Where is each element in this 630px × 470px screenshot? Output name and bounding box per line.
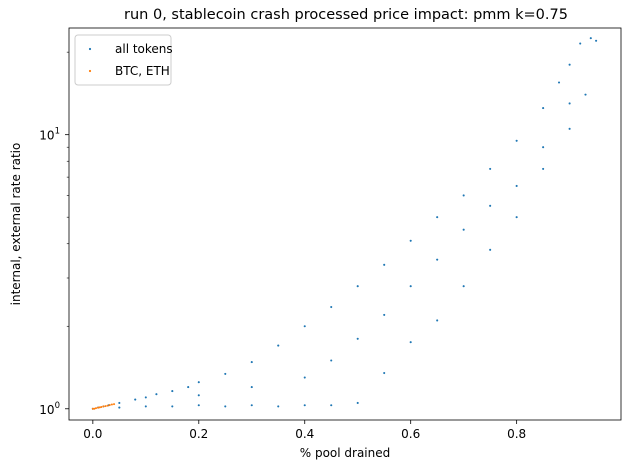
point-s1-3: [97, 406, 100, 409]
point-s0-49: [250, 386, 253, 389]
point-s0-29: [118, 406, 121, 409]
point-s0-19: [436, 216, 439, 219]
point-s0-8: [171, 390, 174, 393]
point-s1-1: [93, 407, 96, 410]
y-axis-ticks: 100 101: [39, 51, 69, 417]
x-tick-label: 0.8: [507, 427, 526, 441]
point-s0-33: [224, 405, 227, 408]
point-s1-6: [102, 405, 105, 408]
point-s0-17: [383, 263, 386, 266]
point-s0-22: [515, 139, 518, 142]
point-s0-51: [330, 359, 333, 362]
point-s0-53: [383, 313, 386, 316]
point-s1-0: [91, 407, 94, 410]
point-s0-56: [462, 228, 465, 231]
point-s0-54: [409, 285, 412, 288]
x-tick-label: 0.6: [401, 427, 420, 441]
point-s0-9: [187, 386, 190, 389]
point-s0-44: [515, 216, 518, 219]
point-s1-10: [110, 403, 113, 406]
legend-marker-btc-eth: [88, 69, 92, 73]
x-axis-label: % pool drained: [300, 446, 391, 460]
point-s0-60: [568, 102, 571, 105]
point-s0-57: [489, 204, 492, 207]
legend-label-all-tokens: all tokens: [115, 42, 173, 56]
point-s0-15: [330, 306, 333, 309]
point-s0-25: [568, 63, 571, 66]
point-s0-46: [568, 127, 571, 130]
point-s0-27: [589, 37, 592, 40]
point-s0-55: [436, 258, 439, 261]
x-axis-ticks: 0.0 0.2 0.4 0.6 0.8: [83, 420, 526, 441]
point-s0-20: [462, 194, 465, 197]
point-s0-50: [303, 376, 306, 379]
point-s1-11: [113, 403, 116, 406]
point-s0-21: [489, 167, 492, 170]
point-s0-38: [356, 401, 359, 405]
y-tick-label: 101: [39, 127, 60, 143]
point-s1-7: [104, 405, 107, 408]
point-s0-24: [557, 81, 561, 84]
series-0: [91, 37, 598, 410]
point-s0-41: [436, 319, 439, 322]
point-s0-10: [197, 381, 200, 384]
y-axis-label: internal, external rate ratio: [9, 143, 23, 306]
point-s0-36: [303, 404, 306, 407]
point-s0-45: [542, 167, 545, 170]
point-s0-23: [542, 107, 545, 110]
legend-box: [74, 34, 172, 86]
point-s0-37: [330, 404, 333, 407]
point-s0-30: [144, 405, 147, 408]
point-s0-32: [197, 404, 200, 407]
point-s0-39: [383, 372, 386, 375]
point-s0-7: [155, 393, 158, 396]
series-1: [91, 403, 116, 410]
legend-label-btc-eth: BTC, ETH: [115, 64, 170, 78]
point-s0-35: [277, 405, 280, 408]
point-s1-5: [100, 406, 103, 408]
point-s0-34: [250, 404, 253, 407]
point-s0-47: [584, 93, 587, 96]
point-s0-11: [224, 372, 227, 375]
point-s0-13: [277, 344, 280, 347]
point-s0-48: [197, 394, 200, 397]
point-s0-52: [356, 337, 359, 340]
point-s0-28: [595, 39, 598, 42]
point-s1-2: [95, 407, 98, 410]
point-s0-26: [579, 42, 582, 45]
chart-title: run 0, stablecoin crash processed price …: [124, 7, 568, 23]
point-s1-8: [106, 404, 109, 407]
plot-points: [91, 37, 598, 410]
point-s0-4: [118, 401, 121, 405]
point-s1-9: [108, 404, 111, 407]
point-s0-59: [542, 146, 545, 149]
point-s0-40: [409, 341, 412, 344]
x-tick-label: 0.2: [189, 427, 208, 441]
point-s0-6: [144, 396, 147, 399]
point-s0-14: [303, 325, 306, 328]
point-s0-12: [250, 361, 253, 364]
point-s0-43: [489, 248, 492, 251]
point-s1-4: [98, 406, 101, 409]
point-s0-5: [134, 398, 137, 401]
y-tick-label: 100: [39, 401, 60, 417]
plot-frame: [68, 27, 622, 421]
point-s0-58: [515, 184, 518, 187]
legend: all tokens BTC, ETH: [74, 34, 173, 86]
legend-marker-all-tokens: [88, 47, 92, 51]
point-s0-16: [356, 285, 359, 288]
point-s0-18: [409, 239, 412, 242]
x-tick-label: 0.0: [83, 427, 102, 441]
point-s0-42: [462, 285, 465, 288]
point-s0-31: [171, 405, 174, 408]
x-tick-label: 0.4: [295, 427, 314, 441]
